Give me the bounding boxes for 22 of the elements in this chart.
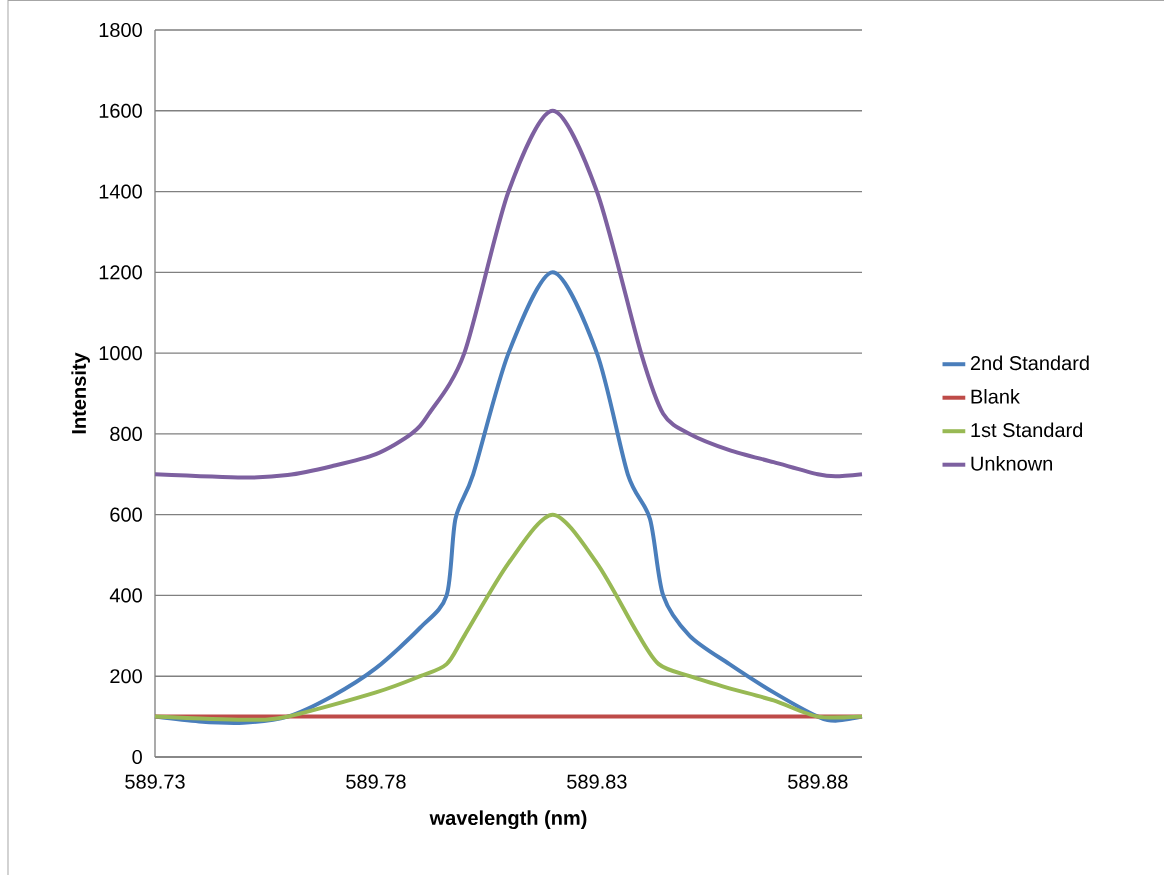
y-tick-label: 0 [132,749,142,765]
x-tick-label: 589.73 [125,774,185,789]
y-tick-label: 400 [109,588,142,603]
legend-label: 1st Standard [971,422,1083,438]
x-axis-title: wavelength (nm) [429,810,587,830]
y-tick-label: 1600 [99,103,142,118]
x-tick-label: 589.83 [567,774,627,789]
y-tick-label: 200 [110,669,142,684]
legend-label: 2nd Standard [970,355,1089,371]
y-tick-label: 1800 [99,22,142,38]
legend-label: Unknown [971,455,1053,471]
line-series [153,512,865,722]
x-tick-label: 589.88 [788,774,848,789]
legend-label: Blank [971,388,1020,404]
y-axis-title: Intensity [71,352,90,434]
y-tick-label: 1400 [99,184,142,199]
y-tick-label: 600 [110,507,142,522]
x-tick-label: 589.78 [346,774,406,789]
y-tick-label: 1200 [99,265,142,280]
y-tick-label: 1000 [99,346,142,361]
line-series [153,108,865,480]
y-tick-label: 800 [110,426,142,441]
